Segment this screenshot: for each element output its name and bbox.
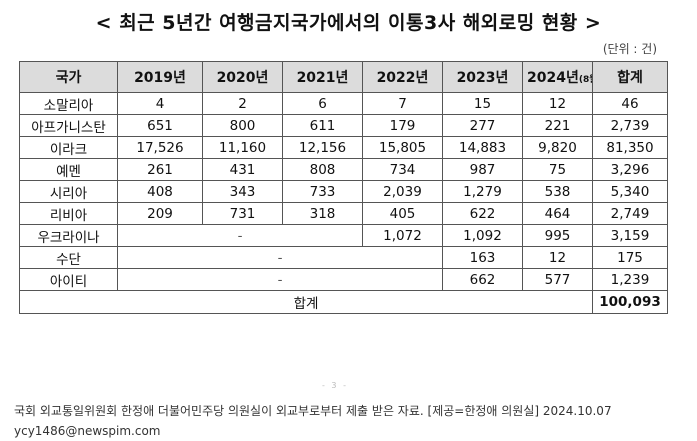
cell-2021: 318: [282, 202, 363, 225]
grand-total-value: 100,093: [592, 290, 668, 314]
cell-2023: 15: [442, 92, 523, 115]
table-row: 아이티 - 662 577 1,239: [19, 268, 668, 291]
header-2020: 2020년: [202, 61, 283, 93]
cell-2020: 11,160: [202, 136, 283, 159]
header-total: 합계: [592, 61, 668, 93]
cell-2023: 163: [442, 246, 523, 269]
header-2024: 2024년(8월): [522, 61, 593, 93]
cell-2020: 800: [202, 114, 283, 137]
page-title: < 최근 5년간 여행금지국가에서의 이통3사 해외로밍 현황 >: [95, 12, 602, 34]
cell-2021: 808: [282, 158, 363, 181]
cell-2023: 987: [442, 158, 523, 181]
cell-total: 3,296: [592, 158, 668, 181]
cell-no-data: -: [117, 246, 443, 269]
cell-total: 2,749: [592, 202, 668, 225]
header-2022: 2022년: [362, 61, 443, 93]
cell-2021: 6: [282, 92, 363, 115]
cell-2022: 734: [362, 158, 443, 181]
cell-2021: 12,156: [282, 136, 363, 159]
table-row: 우크라이나 - 1,072 1,092 995 3,159: [19, 224, 668, 247]
table-header-row: 국가 2019년 2020년 2021년 2022년 2023년 2024년(8…: [19, 61, 668, 93]
cell-2023: 622: [442, 202, 523, 225]
cell-no-data: -: [117, 268, 443, 291]
cell-2019: 4: [117, 92, 203, 115]
cell-total: 2,739: [592, 114, 668, 137]
cell-country: 아프가니스탄: [19, 114, 118, 137]
cell-2024: 9,820: [522, 136, 593, 159]
cell-country: 리비아: [19, 202, 118, 225]
cell-country: 아이티: [19, 268, 118, 291]
cell-2020: 343: [202, 180, 283, 203]
cell-2024: 75: [522, 158, 593, 181]
header-2021: 2021년: [282, 61, 363, 93]
table-row: 리비아 209 731 318 405 622 464 2,749: [19, 202, 668, 225]
cell-2020: 431: [202, 158, 283, 181]
cell-2024: 464: [522, 202, 593, 225]
caption-line-1: 국회 외교통일위원회 한정애 더불어민주당 의원실이 외교부로부터 제출 받은 …: [14, 404, 612, 418]
table-row: 예멘 261 431 808 734 987 75 3,296: [19, 158, 668, 181]
cell-2022: 405: [362, 202, 443, 225]
table-row: 시리아 408 343 733 2,039 1,279 538 5,340: [19, 180, 668, 203]
cell-2020: 731: [202, 202, 283, 225]
header-country: 국가: [19, 61, 118, 93]
cell-2022: 179: [362, 114, 443, 137]
cell-2023: 1,092: [442, 224, 523, 247]
unit-label: (단위 : 건): [602, 42, 657, 56]
table-row: 소말리아 4 2 6 7 15 12 46: [19, 92, 668, 115]
cell-2023: 1,279: [442, 180, 523, 203]
cell-country: 소말리아: [19, 92, 118, 115]
cell-2023: 14,883: [442, 136, 523, 159]
table-row: 이라크 17,526 11,160 12,156 15,805 14,883 9…: [19, 136, 668, 159]
cell-2024: 577: [522, 268, 593, 291]
cell-2019: 261: [117, 158, 203, 181]
cell-2019: 209: [117, 202, 203, 225]
cell-2021: 611: [282, 114, 363, 137]
cell-country: 예멘: [19, 158, 118, 181]
cell-total: 3,159: [592, 224, 668, 247]
cell-2023: 277: [442, 114, 523, 137]
cell-country: 우크라이나: [19, 224, 118, 247]
header-2019: 2019년: [117, 61, 203, 93]
cell-2022: 2,039: [362, 180, 443, 203]
cell-2019: 651: [117, 114, 203, 137]
caption-line-2: ycy1486@newspim.com: [14, 424, 161, 438]
cell-2024: 12: [522, 246, 593, 269]
header-2023: 2023년: [442, 61, 523, 93]
cell-2023: 662: [442, 268, 523, 291]
cell-2024: 12: [522, 92, 593, 115]
cell-2022: 7: [362, 92, 443, 115]
grand-total-row: 합계 100,093: [19, 290, 668, 314]
cell-2019: 17,526: [117, 136, 203, 159]
header-2024-month: (8월): [578, 75, 592, 85]
cell-2024: 221: [522, 114, 593, 137]
cell-2024: 538: [522, 180, 593, 203]
cell-total: 81,350: [592, 136, 668, 159]
cell-total: 46: [592, 92, 668, 115]
cell-country: 수단: [19, 246, 118, 269]
header-2024-year: 2024년: [527, 70, 579, 86]
cell-2022: 15,805: [362, 136, 443, 159]
page-number-fragment: - 3 -: [322, 381, 348, 390]
cell-2019: 408: [117, 180, 203, 203]
cell-2024: 995: [522, 224, 593, 247]
cell-2022: 1,072: [362, 224, 443, 247]
table-row: 아프가니스탄 651 800 611 179 277 221 2,739: [19, 114, 668, 137]
cell-total: 1,239: [592, 268, 668, 291]
table-row: 수단 - 163 12 175: [19, 246, 668, 269]
cell-2021: 733: [282, 180, 363, 203]
cell-total: 5,340: [592, 180, 668, 203]
cell-2020: 2: [202, 92, 283, 115]
cell-total: 175: [592, 246, 668, 269]
cell-no-data: -: [117, 224, 363, 247]
grand-total-label: 합계: [19, 290, 593, 314]
photo-caption: 국회 외교통일위원회 한정애 더불어민주당 의원실이 외교부로부터 제출 받은 …: [14, 401, 689, 441]
cell-country: 시리아: [19, 180, 118, 203]
roaming-stats-table: 국가 2019년 2020년 2021년 2022년 2023년 2024년(8…: [19, 61, 668, 314]
cell-country: 이라크: [19, 136, 118, 159]
